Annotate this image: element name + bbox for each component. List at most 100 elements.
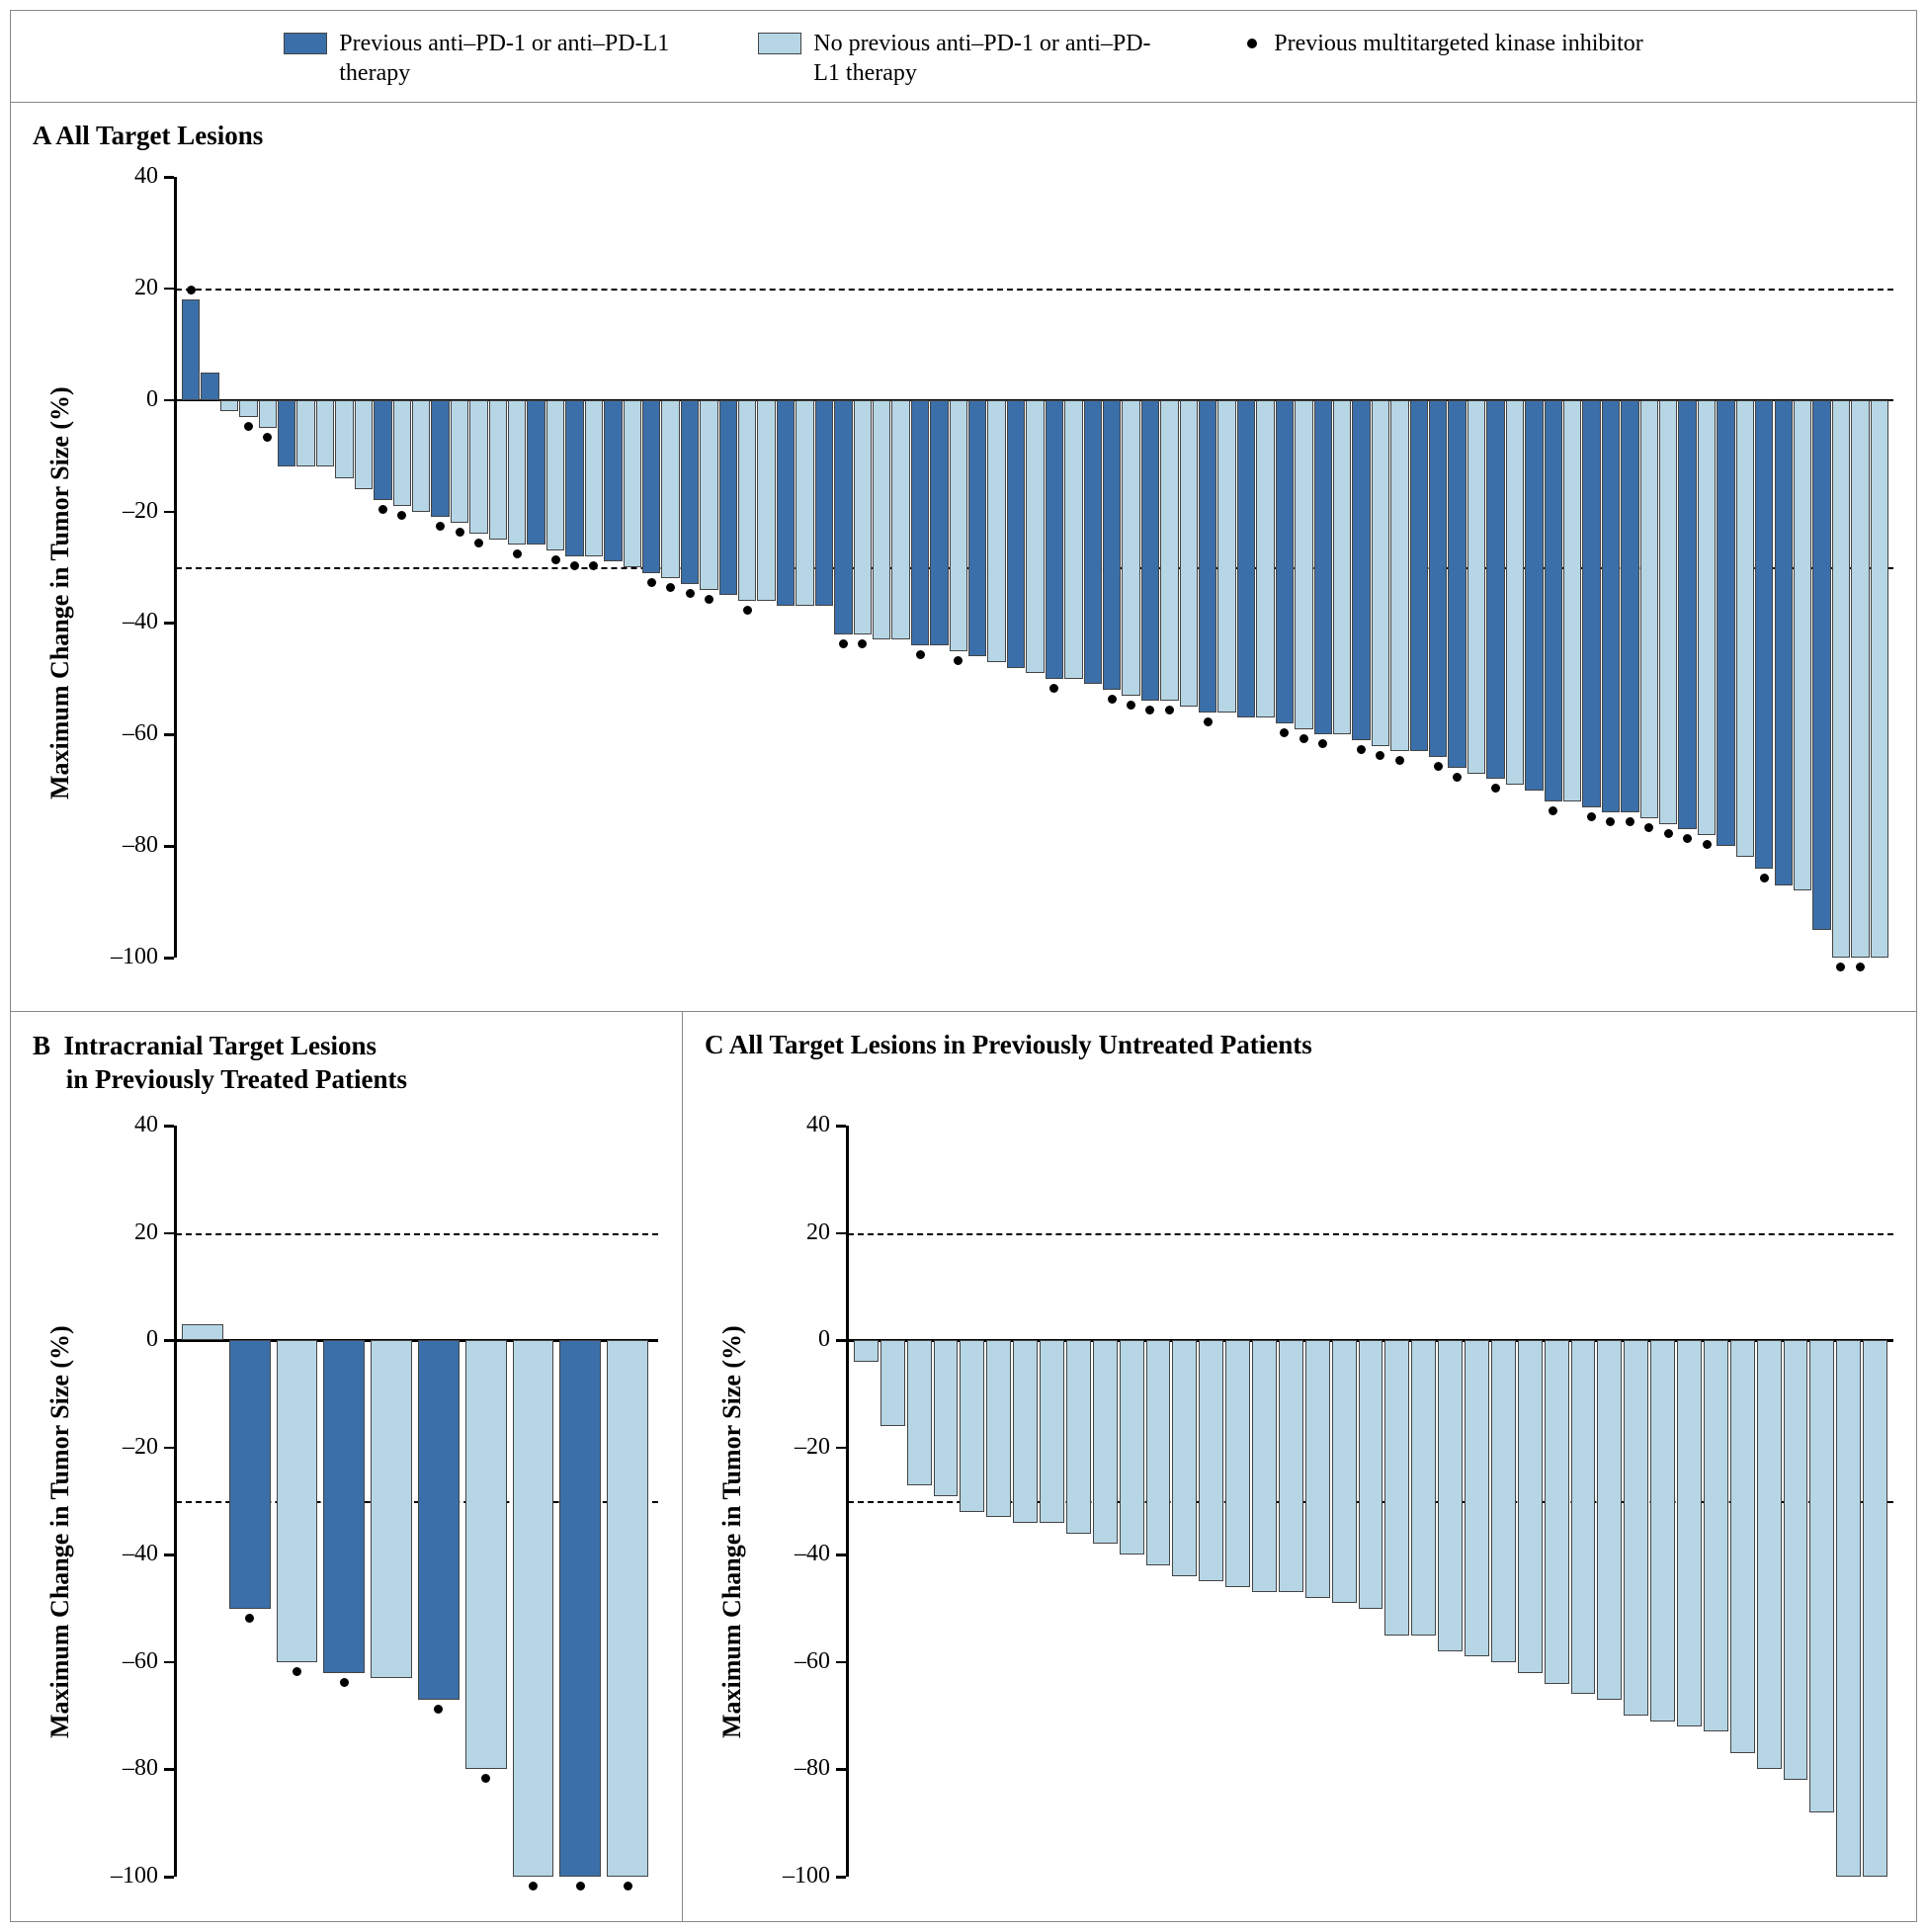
- kinase-marker: [244, 422, 253, 431]
- waterfall-bar: [1755, 400, 1773, 869]
- waterfall-bar: [642, 400, 660, 573]
- legend-item-kinase-inhibitor: Previous multitargeted kinase inhibitor: [1232, 29, 1643, 58]
- waterfall-bar: [335, 400, 353, 478]
- waterfall-bar: [873, 400, 890, 640]
- kinase-marker: [1587, 812, 1596, 821]
- waterfall-bar: [719, 400, 737, 596]
- kinase-marker: [1760, 874, 1769, 882]
- waterfall-bar: [201, 373, 218, 400]
- kinase-marker: [624, 1882, 632, 1890]
- waterfall-bar: [278, 400, 295, 467]
- y-tick-label: –60: [767, 1648, 830, 1675]
- waterfall-bar: [1120, 1340, 1144, 1554]
- waterfall-bar: [229, 1340, 271, 1608]
- waterfall-bar: [1545, 1340, 1569, 1683]
- waterfall-bar: [259, 400, 277, 428]
- waterfall-bar: [559, 1340, 601, 1877]
- kinase-marker: [263, 433, 272, 442]
- panel-b: B Intracranial Target Lesions in Previou…: [11, 1012, 683, 1921]
- kinase-marker: [1644, 823, 1653, 832]
- y-tick-label: –80: [95, 832, 158, 859]
- y-axis-label: Maximum Change in Tumor Size (%): [45, 1303, 75, 1738]
- y-tick-label: 0: [767, 1326, 830, 1353]
- figure: Previous anti–PD-1 or anti–PD-L1 therapy…: [10, 10, 1917, 1922]
- kinase-marker: [551, 555, 560, 564]
- panel-b-title: B Intracranial Target Lesions in Previou…: [33, 1030, 407, 1097]
- waterfall-bar: [1225, 1340, 1250, 1587]
- waterfall-bar: [777, 400, 795, 607]
- waterfall-bar: [1851, 400, 1869, 958]
- waterfall-bar: [412, 400, 430, 512]
- waterfall-bar: [1141, 400, 1159, 702]
- waterfall-bar: [1103, 400, 1121, 690]
- kinase-marker: [378, 505, 387, 514]
- kinase-marker: [1664, 829, 1673, 838]
- waterfall-bar: [1180, 400, 1198, 707]
- waterfall-bar: [1621, 400, 1638, 813]
- waterfall-bar: [796, 400, 813, 607]
- waterfall-bar: [277, 1340, 318, 1662]
- panel-c: C All Target Lesions in Previously Untre…: [683, 1012, 1916, 1921]
- waterfall-bar: [1314, 400, 1332, 735]
- waterfall-bar: [1736, 400, 1754, 858]
- waterfall-bar: [1390, 400, 1408, 752]
- waterfall-bar: [489, 400, 507, 540]
- kinase-marker: [1145, 706, 1154, 714]
- waterfall-bar: [1237, 400, 1255, 718]
- waterfall-bar: [907, 1340, 932, 1485]
- kinase-marker: [397, 511, 406, 520]
- waterfall-bar: [1256, 400, 1274, 718]
- waterfall-bar: [1066, 1340, 1091, 1533]
- y-tick-label: –100: [95, 1863, 158, 1890]
- waterfall-bar: [1199, 400, 1216, 713]
- waterfall-bar: [1677, 1340, 1702, 1726]
- waterfall-bar: [1352, 400, 1370, 740]
- panel-a-title: A All Target Lesions: [33, 121, 263, 151]
- waterfall-bar: [1333, 400, 1351, 735]
- waterfall-bar: [1717, 400, 1734, 846]
- waterfall-bar: [546, 400, 564, 550]
- kinase-marker: [1683, 834, 1692, 843]
- y-tick-label: 40: [95, 1112, 158, 1138]
- waterfall-bar: [1836, 1340, 1861, 1877]
- waterfall-bar: [1160, 400, 1178, 702]
- waterfall-bar: [1411, 1340, 1436, 1636]
- waterfall-bar: [1093, 1340, 1118, 1544]
- waterfall-bar: [374, 400, 391, 501]
- waterfall-bar: [1146, 1340, 1171, 1565]
- kinase-marker: [474, 539, 483, 547]
- waterfall-bar: [700, 400, 717, 590]
- waterfall-bar: [854, 1340, 879, 1362]
- waterfall-bar: [1704, 1340, 1728, 1731]
- waterfall-bar: [1410, 400, 1428, 752]
- waterfall-bar: [1525, 400, 1543, 791]
- waterfall-bar: [1217, 400, 1235, 713]
- waterfall-bar: [1871, 400, 1888, 958]
- waterfall-bar: [738, 400, 756, 601]
- waterfall-bar: [1784, 1340, 1808, 1780]
- waterfall-bar: [1040, 1340, 1064, 1523]
- kinase-marker: [916, 650, 925, 659]
- kinase-marker: [1318, 739, 1327, 748]
- panel-b-title-text: B Intracranial Target Lesions in Previou…: [33, 1031, 407, 1094]
- plot-c: –100–80–60–40–2002040: [846, 1126, 1893, 1877]
- panel-c-title: C All Target Lesions in Previously Untre…: [705, 1030, 1312, 1060]
- waterfall-bar: [323, 1340, 365, 1673]
- plot-b: –100–80–60–40–2002040: [174, 1126, 658, 1877]
- waterfall-bar: [987, 400, 1005, 662]
- waterfall-bar: [418, 1340, 460, 1700]
- waterfall-bar: [1757, 1340, 1782, 1769]
- legend-item-no-previous-pd1: No previous anti–PD-1 or anti–PD-L1 ther…: [758, 29, 1173, 88]
- kinase-marker: [245, 1614, 254, 1623]
- y-tick-label: –40: [95, 609, 158, 635]
- waterfall-bar: [431, 400, 449, 518]
- kinase-marker: [434, 1705, 443, 1714]
- kinase-marker: [293, 1667, 301, 1676]
- y-tick-label: –80: [95, 1755, 158, 1782]
- waterfall-bar: [316, 400, 334, 467]
- waterfall-bar: [1506, 400, 1524, 785]
- kinase-marker: [529, 1882, 538, 1890]
- kinase-marker: [666, 583, 675, 592]
- waterfall-bar: [1486, 400, 1504, 780]
- waterfall-bar: [1794, 400, 1811, 891]
